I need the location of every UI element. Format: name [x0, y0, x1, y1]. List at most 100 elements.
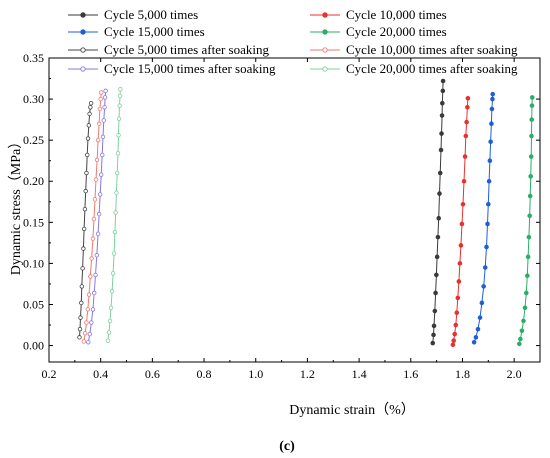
data-point — [527, 193, 533, 199]
plot-area — [77, 78, 535, 348]
data-point — [430, 340, 436, 346]
data-point — [79, 300, 84, 306]
data-point — [85, 136, 91, 141]
data-point — [103, 88, 108, 94]
data-point — [116, 116, 122, 121]
data-point — [102, 95, 108, 100]
data-point — [490, 91, 496, 97]
data-point — [115, 170, 120, 176]
data-point — [89, 256, 94, 261]
data-point — [89, 320, 94, 325]
data-point — [486, 201, 491, 207]
x-tick-label: 0.6 — [145, 367, 160, 381]
data-point — [439, 113, 445, 118]
data-point — [433, 290, 438, 296]
data-point — [457, 261, 463, 266]
data-point — [115, 151, 121, 156]
data-point — [87, 331, 93, 337]
data-point — [99, 172, 104, 177]
data-point — [459, 221, 465, 227]
data-point — [452, 331, 458, 337]
data-point — [100, 152, 105, 158]
series-line — [87, 90, 107, 343]
data-point — [529, 133, 534, 139]
data-point — [79, 284, 85, 289]
data-point — [528, 174, 533, 179]
data-point — [110, 271, 116, 276]
y-tick-label: 0.15 — [23, 215, 44, 229]
data-point — [92, 290, 97, 296]
data-point — [434, 254, 440, 260]
x-tick-label: 0.4 — [93, 367, 108, 381]
data-point — [471, 339, 477, 345]
data-point — [489, 106, 495, 112]
data-point — [83, 188, 88, 194]
data-point — [524, 290, 529, 296]
legend-marker — [80, 47, 86, 53]
data-point — [465, 104, 470, 110]
data-point — [473, 335, 479, 340]
series-line — [432, 80, 444, 344]
legend-marker — [322, 29, 328, 35]
legend-label: Cycle 10,000 times — [346, 7, 447, 22]
data-point — [82, 331, 88, 336]
y-tick-label: 0.30 — [23, 92, 44, 106]
data-point — [525, 273, 530, 279]
data-point — [487, 158, 493, 164]
data-point — [522, 305, 528, 311]
data-point — [96, 211, 102, 217]
data-point — [85, 307, 90, 312]
data-point — [454, 310, 460, 316]
data-point — [99, 90, 104, 95]
data-point — [490, 96, 495, 102]
data-point — [88, 105, 93, 110]
data-point — [94, 157, 100, 163]
data-point — [93, 272, 98, 278]
data-point — [439, 131, 444, 136]
x-tick-label: 1.4 — [352, 367, 367, 381]
data-point — [477, 315, 483, 320]
data-point — [77, 335, 82, 340]
data-point — [116, 133, 121, 138]
data-point — [434, 272, 439, 278]
data-point — [521, 318, 526, 324]
data-point — [106, 330, 112, 335]
data-point — [85, 152, 90, 158]
series-line — [473, 94, 494, 343]
data-point — [440, 88, 446, 94]
data-point — [108, 305, 114, 310]
y-tick-label: 0.35 — [23, 51, 44, 65]
data-point — [489, 121, 494, 127]
data-point — [453, 322, 459, 328]
data-point — [81, 246, 86, 251]
legend-label: Cycle 20,000 times after soaking — [346, 61, 518, 76]
data-point — [486, 178, 492, 184]
legend-label: Cycle 15,000 times — [104, 24, 205, 39]
data-point — [460, 201, 466, 207]
data-point — [88, 274, 93, 279]
y-tick-label: 0.25 — [23, 133, 44, 147]
data-point — [93, 177, 99, 182]
legend-marker — [322, 47, 328, 53]
data-point — [97, 192, 103, 197]
data-point — [100, 134, 106, 140]
axes: 0.2 0.4 0.6 0.8 1.0 1.2 1.4 1.6 1.8 2.0 0.00 0.05 0.… — [23, 51, 541, 381]
data-point — [440, 78, 446, 84]
legend-marker — [80, 12, 86, 18]
x-tick-label: 1.0 — [248, 367, 263, 381]
data-point — [529, 117, 535, 122]
data-point — [86, 292, 92, 297]
data-point — [432, 308, 438, 314]
data-point — [80, 266, 85, 271]
data-point — [81, 339, 87, 344]
legend-label: Cycle 5,000 times after soaking — [104, 42, 269, 57]
legend-marker — [80, 29, 86, 35]
legend: Cycle 5,000 times Cycle 10,000 times Cycle… — [68, 7, 518, 76]
data-point — [101, 118, 106, 123]
data-point — [118, 87, 123, 92]
legend-label: Cycle 15,000 times after soaking — [104, 61, 276, 76]
data-point — [436, 215, 441, 221]
y-tick-label: 0.20 — [23, 174, 44, 188]
data-point — [461, 178, 467, 184]
data-point — [97, 106, 103, 112]
